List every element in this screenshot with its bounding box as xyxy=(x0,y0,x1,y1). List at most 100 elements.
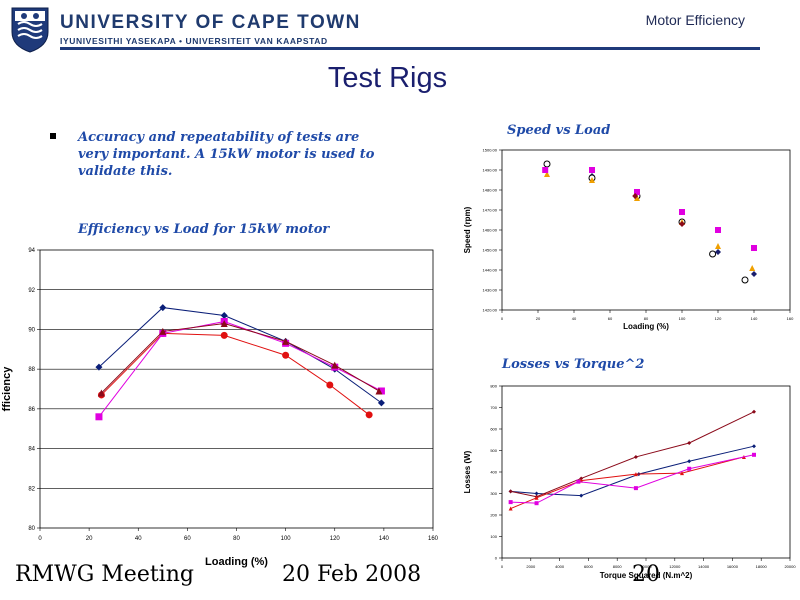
data-point xyxy=(633,486,638,491)
slide-title: Test Rigs xyxy=(327,62,448,94)
data-point xyxy=(680,471,684,476)
x-tick-label: 60 xyxy=(184,536,191,542)
data-point xyxy=(534,491,539,496)
data-point xyxy=(282,351,290,359)
data-point xyxy=(576,479,581,484)
x-tick-label: 140 xyxy=(379,536,390,542)
data-point xyxy=(632,193,639,199)
y-tick-label: 800 xyxy=(490,383,497,388)
x-tick-label: 100 xyxy=(281,536,292,542)
data-point xyxy=(589,167,595,173)
x-tick-label: 20 xyxy=(86,536,93,542)
series-line xyxy=(101,332,370,416)
y-axis-label: fficiency xyxy=(1,366,13,412)
x-tick-label: 160 xyxy=(787,316,794,321)
x-tick-label: 160 xyxy=(428,536,439,542)
y-tick-label: 500 xyxy=(490,448,497,453)
x-tick-label: 14000 xyxy=(698,564,710,569)
y-tick-label: 1430.00 xyxy=(483,287,498,292)
efficiency-chart-title: Efficiency vs Load for 15kW motor xyxy=(78,222,330,237)
data-point xyxy=(679,221,685,227)
series-line xyxy=(510,454,755,504)
losses-chart-title: Losses vs Torque^2 xyxy=(502,357,645,372)
header-rule xyxy=(60,47,760,50)
series-line xyxy=(101,322,380,394)
data-point xyxy=(543,160,551,168)
data-point xyxy=(542,167,549,173)
series-line xyxy=(510,456,745,510)
data-point xyxy=(97,389,105,397)
data-point xyxy=(751,271,757,277)
data-point xyxy=(508,500,513,505)
data-point xyxy=(715,227,721,233)
y-tick-label: 88 xyxy=(28,367,35,373)
plot-area xyxy=(501,149,791,311)
x-tick-label: 8000 xyxy=(613,564,623,569)
data-point xyxy=(508,489,513,494)
data-point xyxy=(709,250,717,258)
data-point xyxy=(715,249,721,255)
data-point xyxy=(159,327,167,335)
data-point xyxy=(749,265,756,271)
x-tick-label: 18000 xyxy=(756,564,768,569)
y-tick-label: 100 xyxy=(490,534,497,539)
speed-chart: 1420.00 1430.00 1440.00 1450.00 1460.00 1470.… xyxy=(463,147,794,331)
x-tick-label: 40 xyxy=(572,316,577,321)
x-tick-label: 120 xyxy=(330,536,341,542)
data-point xyxy=(751,245,757,251)
data-point xyxy=(752,444,756,449)
x-tick-label: 20 xyxy=(536,316,541,321)
footer-date: 20 Feb 2008 xyxy=(282,562,422,587)
data-point xyxy=(377,387,385,395)
y-tick-label: 0 xyxy=(495,555,498,560)
data-point xyxy=(687,466,692,471)
x-axis-label: Loading (%) xyxy=(205,556,268,568)
data-point xyxy=(687,459,692,464)
footer-page-number: 20 xyxy=(632,562,660,587)
y-tick-label: 200 xyxy=(490,512,497,517)
x-tick-label: 6000 xyxy=(584,564,594,569)
data-point xyxy=(633,454,638,459)
x-tick-label: 140 xyxy=(751,316,758,321)
slide-topic: Motor Efficiency xyxy=(645,12,745,28)
y-axis-label: Speed (rpm) xyxy=(463,206,472,253)
data-point xyxy=(375,387,383,395)
speed-chart-title: Speed vs Load xyxy=(507,123,611,138)
x-axis-label: Loading (%) xyxy=(623,322,669,331)
x-tick-label: 10000 xyxy=(640,564,652,569)
x-tick-label: 0 xyxy=(501,316,504,321)
data-point xyxy=(634,189,640,195)
data-point xyxy=(534,501,539,506)
data-point xyxy=(220,312,228,320)
plot-area xyxy=(39,249,434,529)
y-tick-label: 94 xyxy=(28,248,35,254)
y-tick-label: 82 xyxy=(28,486,35,492)
series-line xyxy=(98,307,382,404)
data-point xyxy=(715,243,721,249)
y-tick-label: 400 xyxy=(490,469,497,474)
data-point xyxy=(579,476,584,481)
data-point xyxy=(634,195,640,201)
data-point xyxy=(220,319,228,327)
y-tick-label: 300 xyxy=(490,491,497,496)
x-tick-label: 80 xyxy=(644,316,649,321)
x-tick-label: 20000 xyxy=(784,564,796,569)
data-point xyxy=(365,411,373,419)
y-tick-label: 1490.00 xyxy=(483,167,498,172)
data-point xyxy=(752,452,756,457)
data-point xyxy=(377,399,385,407)
data-point xyxy=(159,304,167,312)
data-point xyxy=(679,209,685,215)
data-point xyxy=(331,361,339,369)
data-point xyxy=(220,331,228,339)
data-point xyxy=(508,506,513,511)
y-tick-label: 84 xyxy=(28,447,35,453)
x-tick-label: 0 xyxy=(501,564,504,569)
data-point xyxy=(579,493,584,498)
x-tick-label: 40 xyxy=(135,536,142,542)
x-axis-label: Torque Squared (N.m^2) xyxy=(600,571,693,580)
data-point xyxy=(326,381,334,389)
data-point xyxy=(633,472,638,477)
bullet-text: Accuracy and repeatability of tests are … xyxy=(78,130,375,179)
